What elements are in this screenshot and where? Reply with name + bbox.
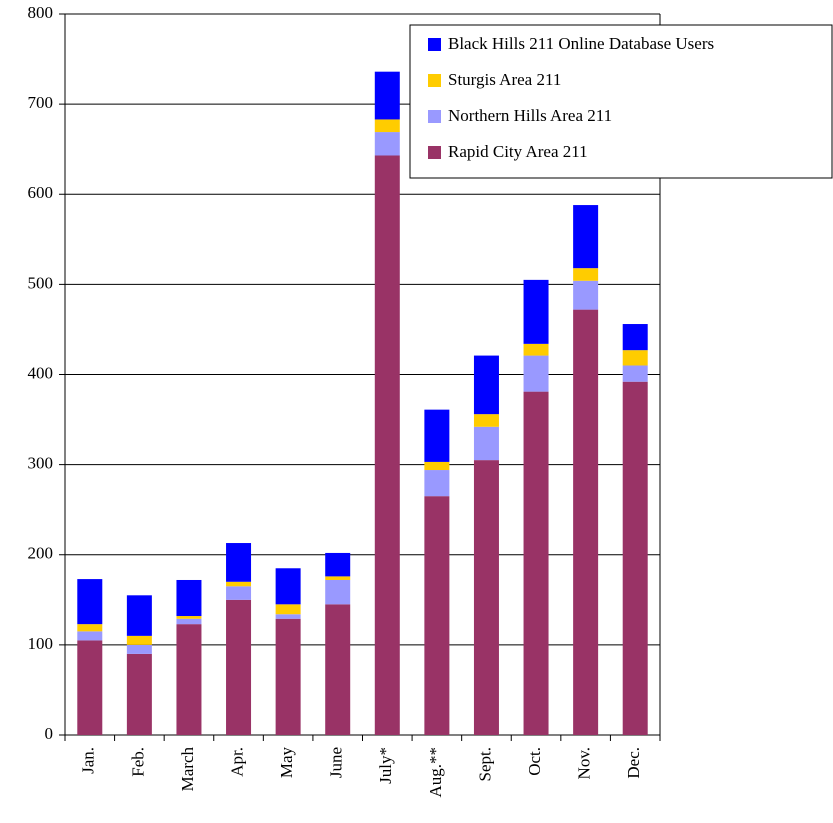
- y-tick-label: 300: [28, 454, 54, 473]
- bar-segment: [77, 631, 103, 641]
- x-tick-label: May: [277, 747, 296, 779]
- legend-label: Northern Hills Area 211: [448, 106, 612, 125]
- bar-segment: [473, 460, 499, 735]
- bar-segment: [325, 552, 351, 577]
- bar-segment: [176, 624, 202, 735]
- bar-segment: [275, 614, 301, 619]
- bar-segment: [226, 599, 252, 735]
- bar-segment: [374, 155, 400, 736]
- x-tick-label: Dec.: [624, 747, 643, 779]
- bar-segment: [275, 568, 301, 605]
- x-tick-label: March: [178, 747, 197, 792]
- y-tick-label: 500: [28, 273, 54, 292]
- legend-label: Sturgis Area 211: [448, 70, 561, 89]
- legend-swatch: [428, 110, 441, 123]
- bar-segment: [473, 355, 499, 415]
- bar-segment: [473, 414, 499, 427]
- bar-segment: [226, 543, 252, 582]
- y-tick-label: 200: [28, 544, 54, 563]
- x-tick-label: Nov.: [575, 747, 594, 779]
- legend-label: Black Hills 211 Online Database Users: [448, 34, 714, 53]
- bar-segment: [424, 496, 450, 735]
- bar-segment: [226, 581, 252, 587]
- bar-segment: [523, 343, 549, 356]
- y-tick-label: 0: [45, 724, 54, 743]
- bar-segment: [226, 586, 252, 600]
- bar-segment: [424, 409, 450, 462]
- bar-segment: [523, 279, 549, 344]
- bar-segment: [325, 604, 351, 735]
- bar-segment: [325, 576, 351, 580]
- x-tick-label: Apr.: [227, 747, 246, 777]
- bar-segment: [77, 579, 103, 625]
- x-tick-label: July*: [376, 747, 395, 784]
- x-tick-label: Feb.: [128, 747, 147, 777]
- bar-segment: [374, 71, 400, 120]
- legend-swatch: [428, 74, 441, 87]
- bar-segment: [622, 381, 648, 735]
- bar-segment: [275, 604, 301, 615]
- bar-segment: [523, 355, 549, 392]
- bar-segment: [622, 365, 648, 382]
- bar-segment: [573, 309, 599, 735]
- bar-segment: [424, 461, 450, 471]
- x-tick-label: June: [327, 747, 346, 778]
- bar-segment: [275, 618, 301, 735]
- bar-segment: [573, 280, 599, 310]
- bar-segment: [176, 616, 202, 619]
- bar-segment: [424, 470, 450, 497]
- x-tick-label: Jan.: [79, 747, 98, 774]
- legend-label: Rapid City Area 211: [448, 142, 588, 161]
- bar-segment: [374, 132, 400, 156]
- bar-segment: [573, 205, 599, 269]
- bar-segment: [622, 324, 648, 351]
- bar-segment: [77, 624, 103, 632]
- x-tick-label: Sept.: [475, 747, 494, 781]
- legend-swatch: [428, 146, 441, 159]
- bar-segment: [622, 350, 648, 366]
- bar-segment: [176, 618, 202, 625]
- y-tick-label: 400: [28, 363, 54, 382]
- bar-segment: [126, 653, 152, 735]
- bar-segment: [126, 595, 152, 636]
- bar-segment: [523, 391, 549, 735]
- y-tick-label: 800: [28, 3, 54, 22]
- bar-segment: [176, 579, 202, 617]
- bar-segment: [374, 119, 400, 133]
- y-tick-label: 700: [28, 93, 54, 112]
- bar-segment: [126, 635, 152, 645]
- legend-swatch: [428, 38, 441, 51]
- x-tick-label: Oct.: [525, 747, 544, 776]
- bar-segment: [473, 426, 499, 461]
- bar-segment: [573, 268, 599, 281]
- legend-box: [409, 24, 833, 179]
- bar-segment: [77, 640, 103, 735]
- y-tick-label: 100: [28, 634, 54, 653]
- x-tick-label: Aug.**: [426, 747, 445, 798]
- bar-segment: [126, 644, 152, 654]
- bar-segment: [325, 579, 351, 605]
- y-tick-label: 600: [28, 183, 54, 202]
